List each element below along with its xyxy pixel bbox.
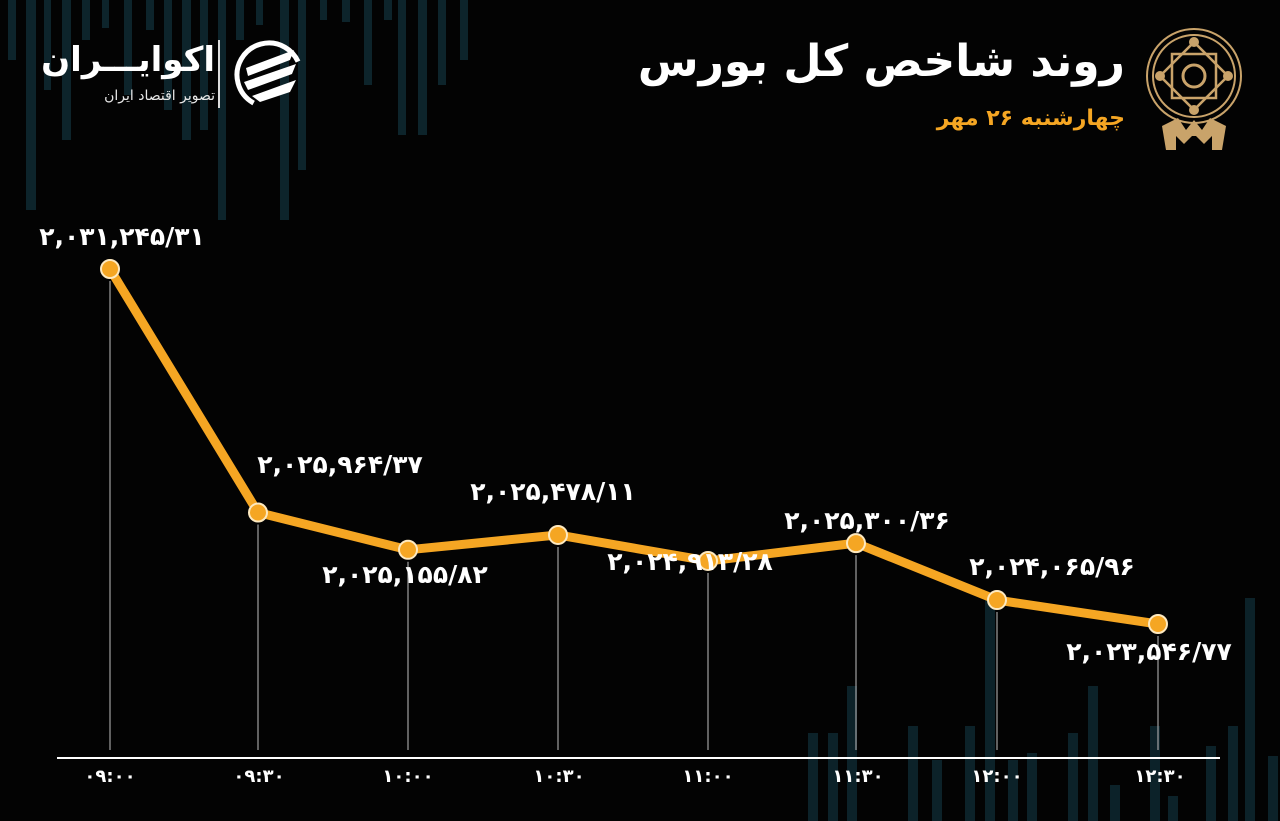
value-label-1030: ۲,۰۲۵,۴۷۸/۱۱ bbox=[470, 477, 636, 506]
data-point-marker bbox=[248, 502, 268, 523]
x-label-0900: ۰۹:۰۰ bbox=[84, 766, 136, 787]
x-label-1130: ۱۱:۳۰ bbox=[832, 766, 884, 787]
x-label-1000: ۱۰:۰۰ bbox=[382, 766, 434, 787]
value-label-1000: ۲,۰۲۵,۱۵۵/۸۲ bbox=[322, 560, 488, 589]
brand-separator bbox=[218, 40, 220, 108]
date-subtitle: چهارشنبه ۲۶ مهر bbox=[936, 106, 1125, 131]
brand-name: اکوایـــران bbox=[41, 40, 216, 80]
data-point-marker bbox=[987, 590, 1007, 611]
ecoiran-swirl-logo-icon bbox=[234, 40, 304, 110]
value-label-1230: ۲,۰۲۳,۵۴۶/۷۷ bbox=[1066, 637, 1232, 666]
value-label-0930: ۲,۰۲۵,۹۶۴/۳۷ bbox=[257, 450, 423, 479]
value-label-1130: ۲,۰۲۵,۳۰۰/۳۶ bbox=[784, 506, 950, 535]
brand-tagline: تصویر اقتصاد ایران bbox=[104, 88, 215, 104]
data-point-marker bbox=[398, 539, 418, 560]
brand-block: اکوایـــران تصویر اقتصاد ایران bbox=[41, 38, 310, 118]
tehran-stock-exchange-emblem-icon bbox=[1146, 28, 1242, 150]
data-point-marker bbox=[698, 550, 718, 571]
value-label-1200: ۲,۰۲۴,۰۶۵/۹۶ bbox=[969, 552, 1135, 581]
drop-lines bbox=[109, 281, 1159, 750]
value-label-0900: ۲,۰۳۱,۲۴۵/۳۱ bbox=[39, 222, 205, 251]
x-label-1200: ۱۲:۰۰ bbox=[971, 766, 1023, 787]
x-label-1100: ۱۱:۰۰ bbox=[682, 766, 734, 787]
data-point-marker bbox=[1148, 614, 1168, 634]
x-label-1230: ۱۲:۳۰ bbox=[1134, 766, 1186, 787]
data-point-marker bbox=[846, 533, 866, 554]
value-label-1100: ۲,۰۲۴,۹۱۳/۲۸ bbox=[607, 547, 773, 576]
x-label-0930: ۰۹:۳۰ bbox=[233, 766, 285, 787]
data-points bbox=[100, 259, 1168, 634]
data-point-marker bbox=[100, 259, 120, 279]
index-series-line bbox=[105, 264, 1163, 629]
x-label-1030: ۱۰:۳۰ bbox=[533, 766, 585, 787]
page-title: روند شاخص کل بورس bbox=[637, 36, 1125, 87]
data-point-marker bbox=[548, 524, 568, 545]
